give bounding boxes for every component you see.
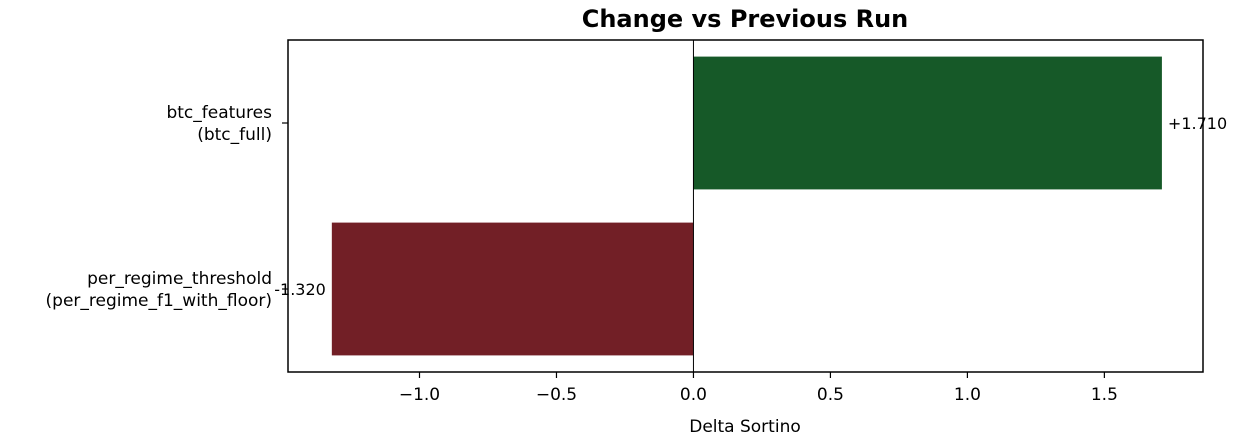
y-tick-label-1-1: (per_regime_f1_with_floor) xyxy=(46,291,272,311)
bar-1 xyxy=(331,222,694,356)
data-label-1: -1.320 xyxy=(274,280,326,299)
x-tick-label-1: −0.5 xyxy=(536,385,577,405)
y-tick-label-0-1: (btc_full) xyxy=(197,125,272,145)
y-tick-label-0-0: btc_features xyxy=(166,103,272,123)
bar-0 xyxy=(693,56,1162,190)
y-axis-ticks: btc_features(btc_full) per_regime_thresho… xyxy=(46,103,288,311)
x-axis-label: Delta Sortino xyxy=(689,417,801,437)
x-tick-label-0: −1.0 xyxy=(399,385,440,405)
plot-frame xyxy=(287,39,1204,373)
x-tick-label-2: 0.0 xyxy=(680,385,707,405)
x-tick-label-3: 0.5 xyxy=(817,385,844,405)
bars-group xyxy=(331,56,1162,356)
data-labels-group: +1.710 -1.320 xyxy=(274,114,1227,299)
data-label-0: +1.710 xyxy=(1168,114,1227,133)
x-tick-label-4: 1.0 xyxy=(954,385,981,405)
chart-title: Change vs Previous Run xyxy=(582,5,909,33)
x-tick-label-5: 1.5 xyxy=(1091,385,1118,405)
y-tick-label-1-0: per_regime_threshold xyxy=(87,269,272,289)
x-axis-ticks: −1.0 −0.5 0.0 0.5 1.0 1.5 xyxy=(399,372,1118,405)
